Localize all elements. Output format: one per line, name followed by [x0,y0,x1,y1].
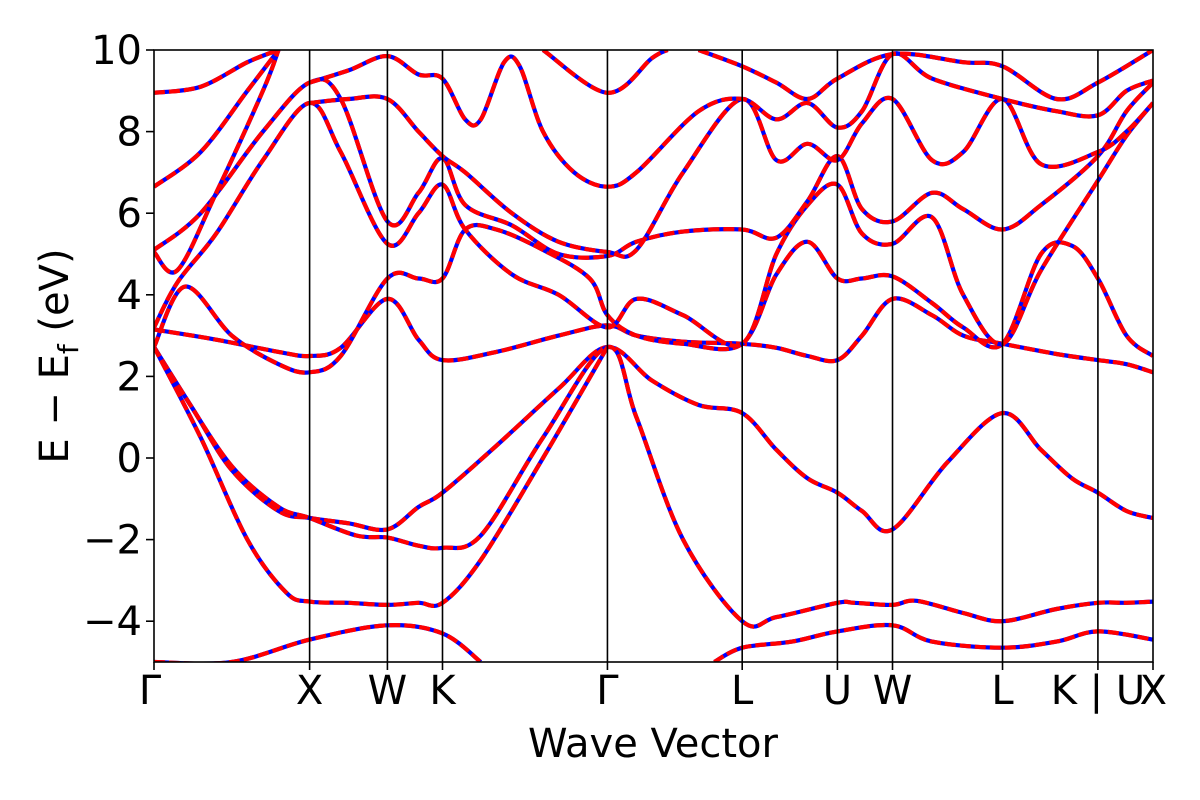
band-5-dashed [154,100,1153,348]
y-tick-label: 10 [91,28,142,74]
x-tick-label: W [368,668,408,714]
x-tick-label: L [991,668,1014,714]
x-tick-label: K [429,668,457,714]
y-tick-label: 0 [117,436,142,482]
y-tick-label: −4 [83,599,142,645]
x-tick-label: Γ [596,668,619,714]
y-tick-label: 2 [117,354,142,400]
y-axis: 10 8 6 4 2 0 −2 −4 [83,28,154,645]
y-tick-label: −2 [83,518,142,564]
band-12-solid [541,50,669,95]
y-tick-label: 6 [117,191,142,237]
y-axis-label: E − Ef (eV) [32,248,85,463]
y-axis-label-subscript: f [52,343,85,354]
band-10-dashed [309,94,1153,259]
x-tick-label: K | U [1051,668,1145,714]
y-axis-label-main: E − E [32,354,78,464]
x-tick-label: U [823,668,852,714]
x-tick-label: L [731,668,754,714]
x-tick-label: W [873,668,913,714]
band-15-dashed [713,622,1153,662]
band-10-solid [309,94,1153,259]
band-4-dashed [154,222,1153,375]
band-2-solid [154,345,610,608]
plot-frame [153,49,1154,663]
band-12-dashed [541,50,669,95]
y-tick-label: 4 [117,273,142,319]
band-7-dashed [154,50,281,189]
band-11-dashed [308,51,1153,189]
band-14-solid [154,623,483,662]
x-tick-label: Γ [139,668,162,714]
band-13-dashed [697,50,1153,102]
band-8-dashed [154,50,280,95]
x-axis-label: Wave Vector [528,721,779,767]
kpoint-lines [308,50,1099,662]
x-tick-label: X [1140,668,1167,714]
y-tick-label: 8 [117,110,142,156]
band-15-solid [713,622,1153,662]
band-2-dashed [154,345,610,608]
x-tick-label: X [296,668,323,714]
band-9-dashed [154,50,281,275]
band-1-dashed [154,344,1153,629]
y-axis-label-unit: (eV) [32,248,78,344]
